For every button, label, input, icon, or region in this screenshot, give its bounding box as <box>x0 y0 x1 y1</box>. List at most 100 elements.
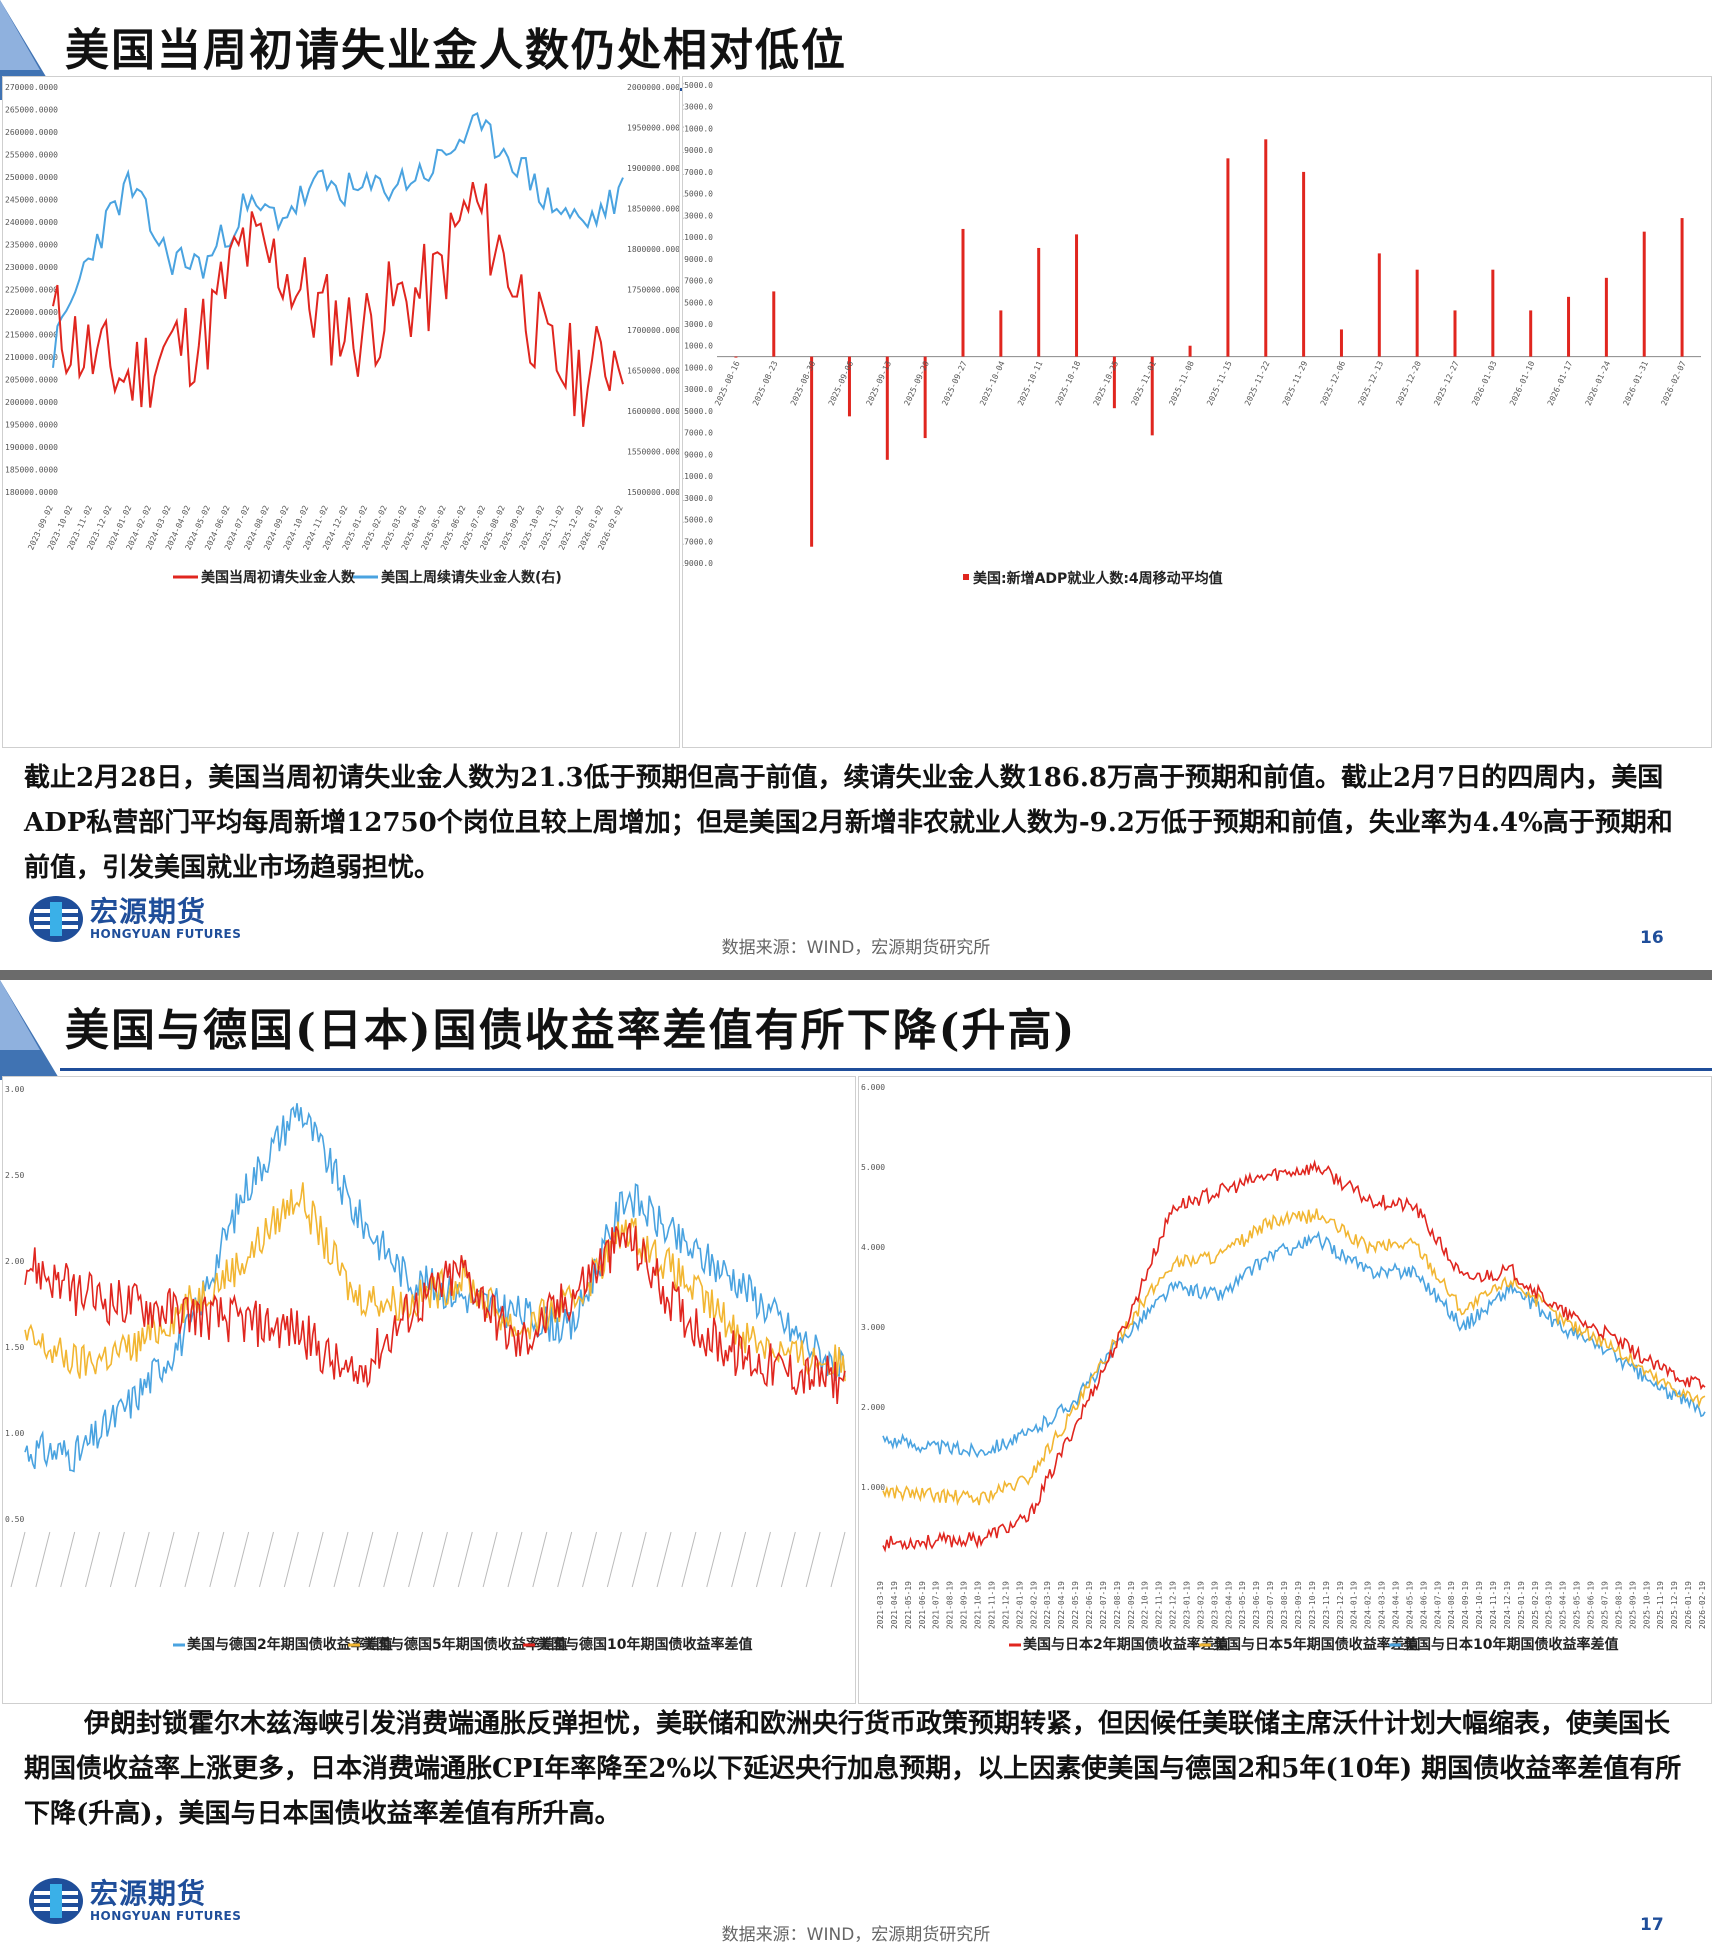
x-tick: 2021-08-19 <box>946 1581 955 1629</box>
x-tick-mark <box>159 1531 175 1588</box>
y-tick: 1.50 <box>5 1343 24 1352</box>
analysis-paragraph: 截止2月28日，美国当周初请失业金人数为21.3低于预期但高于前值，续请失业金人… <box>24 763 1673 883</box>
x-tick: 2024-05-19 <box>1405 1581 1414 1629</box>
x-tick: 2026-01-19 <box>1684 1581 1693 1629</box>
x-tick: 2024-04-19 <box>1391 1581 1400 1629</box>
us-germany-spread-chart: 3.00 2.50 2.00 1.50 1.00 0.50 美国与德国2年期国债收益率差值美… <box>2 1076 856 1704</box>
x-tick: 2022-07-19 <box>1099 1581 1108 1629</box>
x-tick-mark <box>706 1531 722 1588</box>
y-left-tick: 200000.0000 <box>5 398 58 407</box>
adp-svg: 25000.0 23000.0 21000.0 19000.0 17000.0 15000… <box>683 81 1701 587</box>
y-left-tick: 255000.0000 <box>5 151 58 160</box>
bar <box>1377 253 1381 357</box>
x-tick-mark <box>582 1531 597 1588</box>
y-left-tick: 245000.0000 <box>5 196 58 205</box>
bar <box>1150 356 1154 436</box>
us-japan-svg: 6.000 5.000 4.000 3.000 2.000 1.000 2021-03-19… <box>861 1083 1707 1653</box>
x-tick: 2025-10-25 <box>1092 359 1121 407</box>
slide-title: 美国当周初请失业金人数仍处相对低位 <box>65 25 847 76</box>
x-tick-mark <box>482 1531 498 1588</box>
x-tick-mark <box>35 1531 51 1588</box>
y-tick: 0.50 <box>5 1515 24 1524</box>
x-tick: 2025-12-13 <box>1357 359 1386 407</box>
x-tick: 2021-06-19 <box>918 1581 927 1629</box>
x-tick: 2023-06-19 <box>1252 1581 1261 1629</box>
x-tick: 2026-01-17 <box>1546 359 1575 407</box>
bar <box>1112 356 1116 409</box>
x-tick-mark <box>805 1531 821 1588</box>
y-left-tick: 195000.0000 <box>5 421 58 430</box>
corner-decoration-light <box>0 0 40 70</box>
x-tick: 2023-05-19 <box>1238 1581 1247 1629</box>
y-tick: 11000.0 <box>683 233 713 242</box>
x-tick-mark <box>184 1531 200 1588</box>
x-tick: 2026-01-31 <box>1622 359 1651 407</box>
x-tick: 2023-04-19 <box>1224 1581 1233 1629</box>
x-tick-mark <box>731 1531 747 1588</box>
slide-title: 美国与德国(日本)国债收益率差值有所下降(升高) <box>65 1005 1077 1056</box>
x-tick: 2026-01-03 <box>1470 359 1499 407</box>
x-tick: 2024-08-19 <box>1447 1581 1456 1629</box>
x-tick: 2025-08-23 <box>751 359 780 407</box>
y-tick: 19000.0 <box>683 146 713 155</box>
logo-mark-icon <box>29 896 83 942</box>
bar <box>1453 310 1457 357</box>
y-right-tick: 2000000.0000 <box>627 83 679 92</box>
x-tick: 2025-11-15 <box>1205 359 1234 407</box>
brand-logo: 宏源期货 HONGYUAN FUTURES <box>28 890 258 950</box>
x-tick: 2021-07-19 <box>932 1581 941 1629</box>
y-right-tick: 1500000.0000 <box>627 488 679 497</box>
x-tick-mark <box>283 1531 299 1588</box>
x-tick-mark <box>134 1531 150 1588</box>
y-left-tick: 205000.0000 <box>5 376 58 385</box>
x-tick-mark <box>457 1531 473 1588</box>
x-tick: 2025-10-04 <box>978 359 1007 407</box>
title-rule <box>60 1068 1712 1071</box>
x-tick: 2023-10-19 <box>1308 1581 1317 1629</box>
x-tick: 2025-04-19 <box>1559 1581 1568 1629</box>
slide-17: 美国与德国(日本)国债收益率差值有所下降(升高) 3.00 2.50 2.00 1.5… <box>0 980 1712 1950</box>
x-tick: 2024-02-19 <box>1364 1581 1373 1629</box>
x-tick: 2025-12-06 <box>1319 359 1348 407</box>
series-10y <box>882 1230 1706 1459</box>
data-source: 数据来源：WIND，宏源期货研究所 <box>721 1925 991 1945</box>
series-continuing-claims <box>52 111 624 368</box>
slide-16: 美国当周初请失业金人数仍处相对低位 270000.0000 265000.0000… <box>0 0 1712 970</box>
x-tick: 2026-02-19 <box>1698 1581 1707 1629</box>
x-tick: 2025-11-01 <box>1130 359 1159 407</box>
x-tick-mark <box>358 1531 374 1588</box>
series-5y <box>24 1182 846 1382</box>
x-tick: 2021-12-19 <box>1001 1581 1010 1629</box>
x-tick: 2025-06-19 <box>1587 1581 1596 1629</box>
x-tick: 2021-04-19 <box>890 1581 899 1629</box>
x-tick: 2024-12-19 <box>1503 1581 1512 1629</box>
y-right-tick: 1850000.0000 <box>627 205 679 214</box>
x-tick: 2022-08-19 <box>1113 1581 1122 1629</box>
x-tick-mark <box>408 1531 424 1588</box>
bar <box>1302 171 1306 357</box>
y-left-tick: 185000.0000 <box>5 466 58 475</box>
x-tick: 2023-03-19 <box>1210 1581 1219 1629</box>
series-2y <box>24 1103 846 1473</box>
legend-label: 美国与日本5年期国债收益率差值 <box>1213 1636 1419 1653</box>
x-tick-mark <box>780 1531 796 1588</box>
bar <box>1226 158 1230 357</box>
y-tick: 7000.0 <box>684 277 713 286</box>
x-tick: 2024-01-19 <box>1350 1581 1359 1629</box>
y-tick: -11000.0 <box>683 472 713 481</box>
x-tick-mark <box>755 1531 771 1588</box>
x-tick-mark <box>333 1531 349 1588</box>
x-tick: 2024-11-19 <box>1489 1581 1498 1629</box>
series-10y <box>24 1222 846 1405</box>
y-tick: 5000.0 <box>684 298 713 307</box>
x-tick: 2022-02-19 <box>1029 1581 1038 1629</box>
y-right-tick: 1550000.0000 <box>627 448 679 457</box>
us-japan-spread-chart: 6.000 5.000 4.000 3.000 2.000 1.000 2021-03-19… <box>858 1076 1712 1704</box>
bar <box>734 356 738 358</box>
x-tick-mark <box>606 1531 622 1588</box>
x-tick: 2025-09-06 <box>827 359 856 407</box>
x-tick-mark <box>432 1531 448 1588</box>
y-tick: 1.000 <box>861 1483 885 1492</box>
y-left-tick: 210000.0000 <box>5 353 58 362</box>
bar <box>1415 269 1419 357</box>
